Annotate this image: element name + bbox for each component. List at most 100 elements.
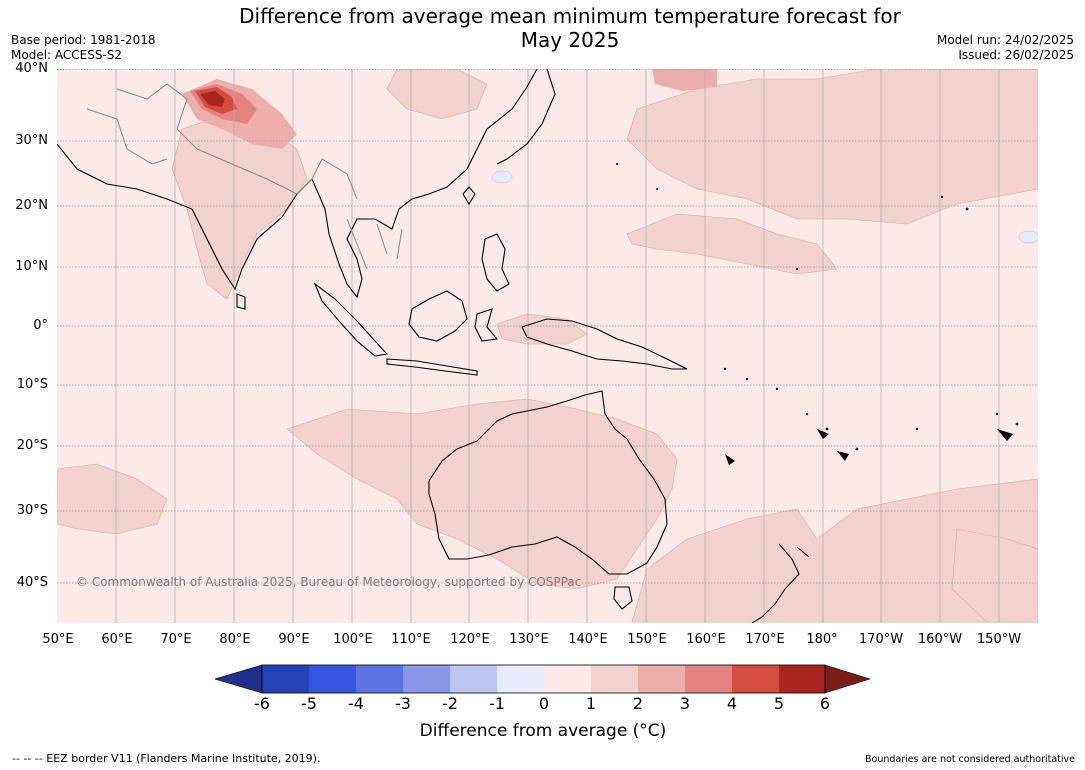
negative-anomaly-regions (491, 170, 1038, 244)
asia-mainland-coast (57, 69, 538, 299)
eez-legend-note: -- -- -- EEZ border V11 (Flanders Marine… (12, 752, 321, 765)
national-borders (86, 83, 403, 270)
colorbar-tick: 3 (679, 694, 691, 713)
colorbar-bin-8 (591, 665, 638, 693)
colorbar-tick: -3 (395, 694, 411, 713)
philippines-coast (481, 233, 510, 292)
lon-label-180: 180° (806, 632, 838, 647)
pacific-islands (616, 163, 1019, 465)
colorbar-low-extend (215, 664, 263, 694)
anomaly-1-2-regions (57, 69, 1038, 623)
colorbar-bin-4 (403, 665, 450, 693)
lon-label-60e: 60°E (101, 632, 133, 647)
meridians (115, 69, 1000, 623)
lat-label-20s: 20°S (16, 438, 48, 453)
lon-label-50e: 50°E (42, 632, 74, 647)
issued-date: Issued: 26/02/2025 (958, 48, 1074, 62)
model-name: Model: ACCESS-S2 (11, 48, 123, 62)
meta-left: Base period: 1981-2018 Model: ACCESS-S2 (11, 33, 156, 63)
lon-label-110e: 110°E (391, 632, 431, 647)
lon-label-70e: 70°E (160, 632, 192, 647)
colorbar-tick: -2 (442, 694, 458, 713)
anomaly-region-se (951, 528, 1038, 623)
map-title-line1: Difference from average mean minimum tem… (239, 4, 901, 28)
australia-coast (428, 390, 668, 575)
anomaly-region-australia (286, 398, 678, 590)
map-canvas: © Commonwealth of Australia 2025, Bureau… (57, 69, 1038, 623)
colorbar-bin-1 (262, 665, 309, 693)
lat-label-10s: 10°S (16, 377, 48, 392)
anomaly-map: © Commonwealth of Australia 2025, Bureau… (57, 69, 1038, 623)
lon-label-130e: 130°E (509, 632, 549, 647)
colorbar-bin-12 (779, 665, 825, 693)
colorbar-bin-3 (356, 665, 403, 693)
anomaly-region-southern-pacific (631, 478, 1038, 623)
java-coast (386, 358, 478, 376)
lon-label-170e: 170°E (745, 632, 785, 647)
colorbar-tick: -4 (348, 694, 364, 713)
colorbar-tick: 0 (538, 694, 550, 713)
colorbar (215, 664, 871, 694)
colorbar-tick: 4 (726, 694, 738, 713)
new-guinea-coast (521, 318, 688, 370)
colorbar-bin-2 (309, 665, 356, 693)
colorbar-bin-11 (732, 665, 779, 693)
copyright-notice: © Commonwealth of Australia 2025, Bureau… (76, 575, 581, 589)
lon-label-160w: 160°W (917, 632, 963, 647)
anomaly-5-6-regions (200, 91, 225, 107)
negative-patch-central-pacific (1018, 230, 1038, 244)
negative-patch-east-china (491, 170, 513, 184)
colorbar-tick: 1 (585, 694, 597, 713)
lat-label-20n: 20°N (15, 198, 48, 213)
coastlines (57, 69, 810, 623)
colorbar-title: Difference from average (°C) (419, 721, 667, 741)
sumatra-coast (313, 282, 389, 357)
anomaly-region-maritime (496, 313, 588, 345)
lon-label-170w: 170°W (858, 632, 904, 647)
anomaly-region-pacific-2-3 (652, 69, 717, 91)
lat-label-0: 0° (33, 318, 48, 333)
sri-lanka-coast (236, 293, 246, 310)
colorbar-tick: 2 (632, 694, 644, 713)
colorbar-bin-5 (450, 665, 497, 693)
colorbar-bin-9 (638, 665, 685, 693)
anomaly-region-south-indian (57, 463, 168, 535)
anomaly-region-tropical-pacific (626, 213, 838, 275)
lat-label-30s: 30°S (16, 503, 48, 518)
colorbar-tick: -1 (489, 694, 505, 713)
model-run: Model run: 24/02/2025 (936, 33, 1074, 47)
anomaly-region-north (386, 69, 488, 120)
lon-label-140e: 140°E (568, 632, 608, 647)
boundaries-disclaimer: Boundaries are not considered authoritat… (865, 754, 1075, 765)
colorbar-tick: 6 (819, 694, 831, 713)
map-title: Difference from average mean minimum tem… (0, 4, 1085, 52)
map-title-line2: May 2025 (520, 28, 620, 52)
colorbar-tick: -6 (254, 694, 270, 713)
lat-label-40n: 40°N (15, 61, 48, 76)
colorbar-tick: 5 (773, 694, 785, 713)
lon-label-80e: 80°E (219, 632, 251, 647)
taiwan-coast (462, 186, 476, 206)
japan-coast (496, 69, 556, 165)
lon-label-90e: 90°E (278, 632, 310, 647)
tasmania-coast (613, 586, 633, 610)
colorbar-high-extend (824, 664, 871, 694)
anomaly-region-north-pacific (626, 69, 1038, 225)
lon-label-160e: 160°E (686, 632, 726, 647)
lon-label-100e: 100°E (333, 632, 373, 647)
new-zealand-coast (751, 543, 810, 623)
base-period: Base period: 1981-2018 (11, 33, 156, 47)
colorbar-tick: -5 (301, 694, 317, 713)
lon-label-150w: 150°W (976, 632, 1022, 647)
lat-label-10n: 10°N (15, 259, 48, 274)
sulawesi-coast (474, 308, 499, 342)
lat-label-30n: 30°N (15, 133, 48, 148)
borneo-coast (408, 290, 468, 342)
colorbar-bin-10 (685, 665, 732, 693)
colorbar-bin-7 (544, 665, 591, 693)
lon-label-150e: 150°E (627, 632, 667, 647)
lat-label-40s: 40°S (16, 575, 48, 590)
meta-right: Model run: 24/02/2025 Issued: 26/02/2025 (937, 33, 1074, 63)
anomaly-region-asia-5-6 (200, 91, 225, 107)
colorbar-bin-6 (497, 665, 544, 693)
